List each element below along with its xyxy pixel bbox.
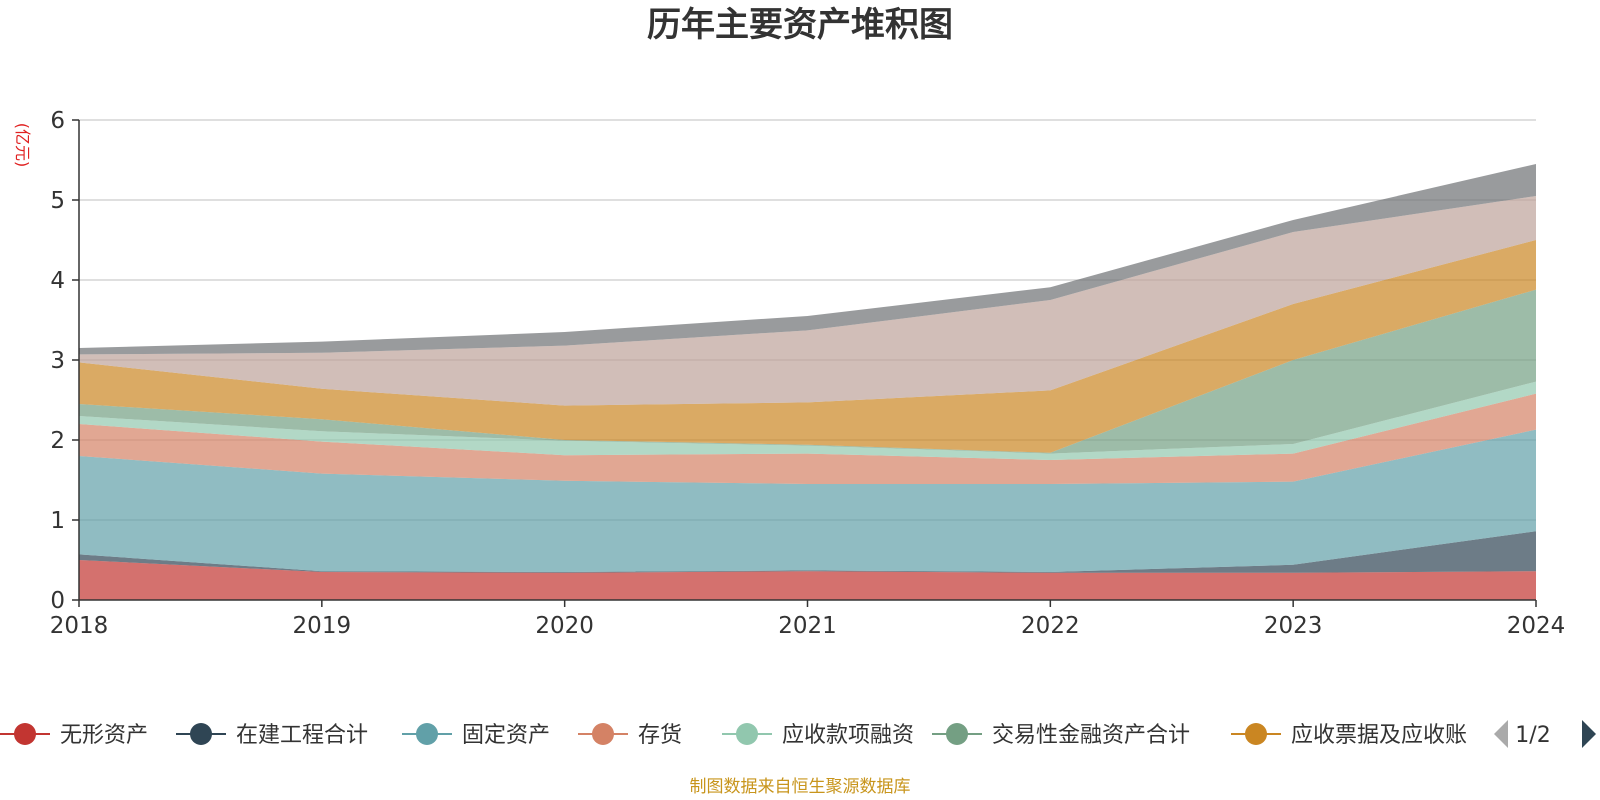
y-tick-label: 4 (50, 268, 65, 294)
legend-label: 应收票据及应收账 (1291, 723, 1467, 748)
x-tick-label: 2024 (1507, 613, 1566, 639)
legend-item[interactable]: 固定资产 (402, 723, 550, 748)
stacked-areas (79, 164, 1536, 600)
source-note: 制图数据来自恒生聚源数据库 (690, 777, 911, 797)
chart-title: 历年主要资产堆积图 (647, 5, 953, 45)
legend-marker-icon (946, 723, 968, 745)
legend-item[interactable]: 交易性金融资产合计 (932, 723, 1190, 748)
legend-next-arrow-icon[interactable] (1582, 720, 1596, 748)
legend-marker-icon (736, 723, 758, 745)
legend-marker-icon (592, 723, 614, 745)
legend-marker-icon (14, 723, 36, 745)
area-series-1 (79, 560, 1536, 600)
legend-item[interactable]: 应收款项融资 (722, 723, 914, 748)
y-tick-label: 0 (50, 588, 65, 614)
legend-label: 存货 (638, 723, 682, 748)
axes: 0 1 2 3 4 5 6 2018 2019 2020 2021 2022 2023 2024 (50, 108, 1566, 639)
area-series-8 (79, 196, 1536, 406)
legend-prev-arrow-icon[interactable] (1494, 720, 1508, 748)
x-tick-label: 2021 (778, 613, 837, 639)
y-tick-label: 6 (50, 108, 65, 134)
area-series-9 (79, 164, 1536, 355)
legend-page-indicator: 1/2 (1515, 723, 1550, 748)
x-tick-label: 2019 (293, 613, 352, 639)
legend-item[interactable]: 存货 (578, 723, 682, 748)
y-tick-label: 3 (50, 348, 65, 374)
legend-pager: 1/2 (1494, 720, 1596, 748)
legend-label: 应收款项融资 (782, 723, 914, 748)
y-tick-label: 1 (50, 508, 65, 534)
y-axis-unit: (亿元) (13, 123, 32, 168)
x-tick-label: 2020 (535, 613, 594, 639)
area-series-4 (79, 393, 1536, 484)
legend-label: 交易性金融资产合计 (992, 723, 1190, 748)
x-tick-label: 2022 (1021, 613, 1080, 639)
legend-marker-icon (416, 723, 438, 745)
legend-item[interactable]: 在建工程合计 (176, 723, 368, 748)
legend-label: 无形资产 (60, 723, 148, 748)
area-series-6 (79, 289, 1536, 454)
area-series-7 (79, 240, 1536, 453)
legend: 无形资产 在建工程合计 固定资产 存货 应收款项融资 交易性金融资产合计 应收票据及应收账 (0, 723, 1467, 748)
legend-item[interactable]: 应收票据及应收账 (1231, 723, 1467, 748)
legend-marker-icon (1245, 723, 1267, 745)
x-tick-label: 2023 (1264, 613, 1323, 639)
area-series-3 (79, 429, 1536, 572)
legend-item[interactable]: 无形资产 (0, 723, 148, 748)
area-series-2 (79, 531, 1536, 573)
legend-marker-icon (190, 723, 212, 745)
x-tick-label: 2018 (50, 613, 109, 639)
legend-label: 固定资产 (462, 723, 550, 748)
area-series-5 (79, 381, 1536, 460)
legend-label: 在建工程合计 (236, 723, 368, 748)
y-tick-label: 2 (50, 428, 65, 454)
y-tick-label: 5 (50, 188, 65, 214)
